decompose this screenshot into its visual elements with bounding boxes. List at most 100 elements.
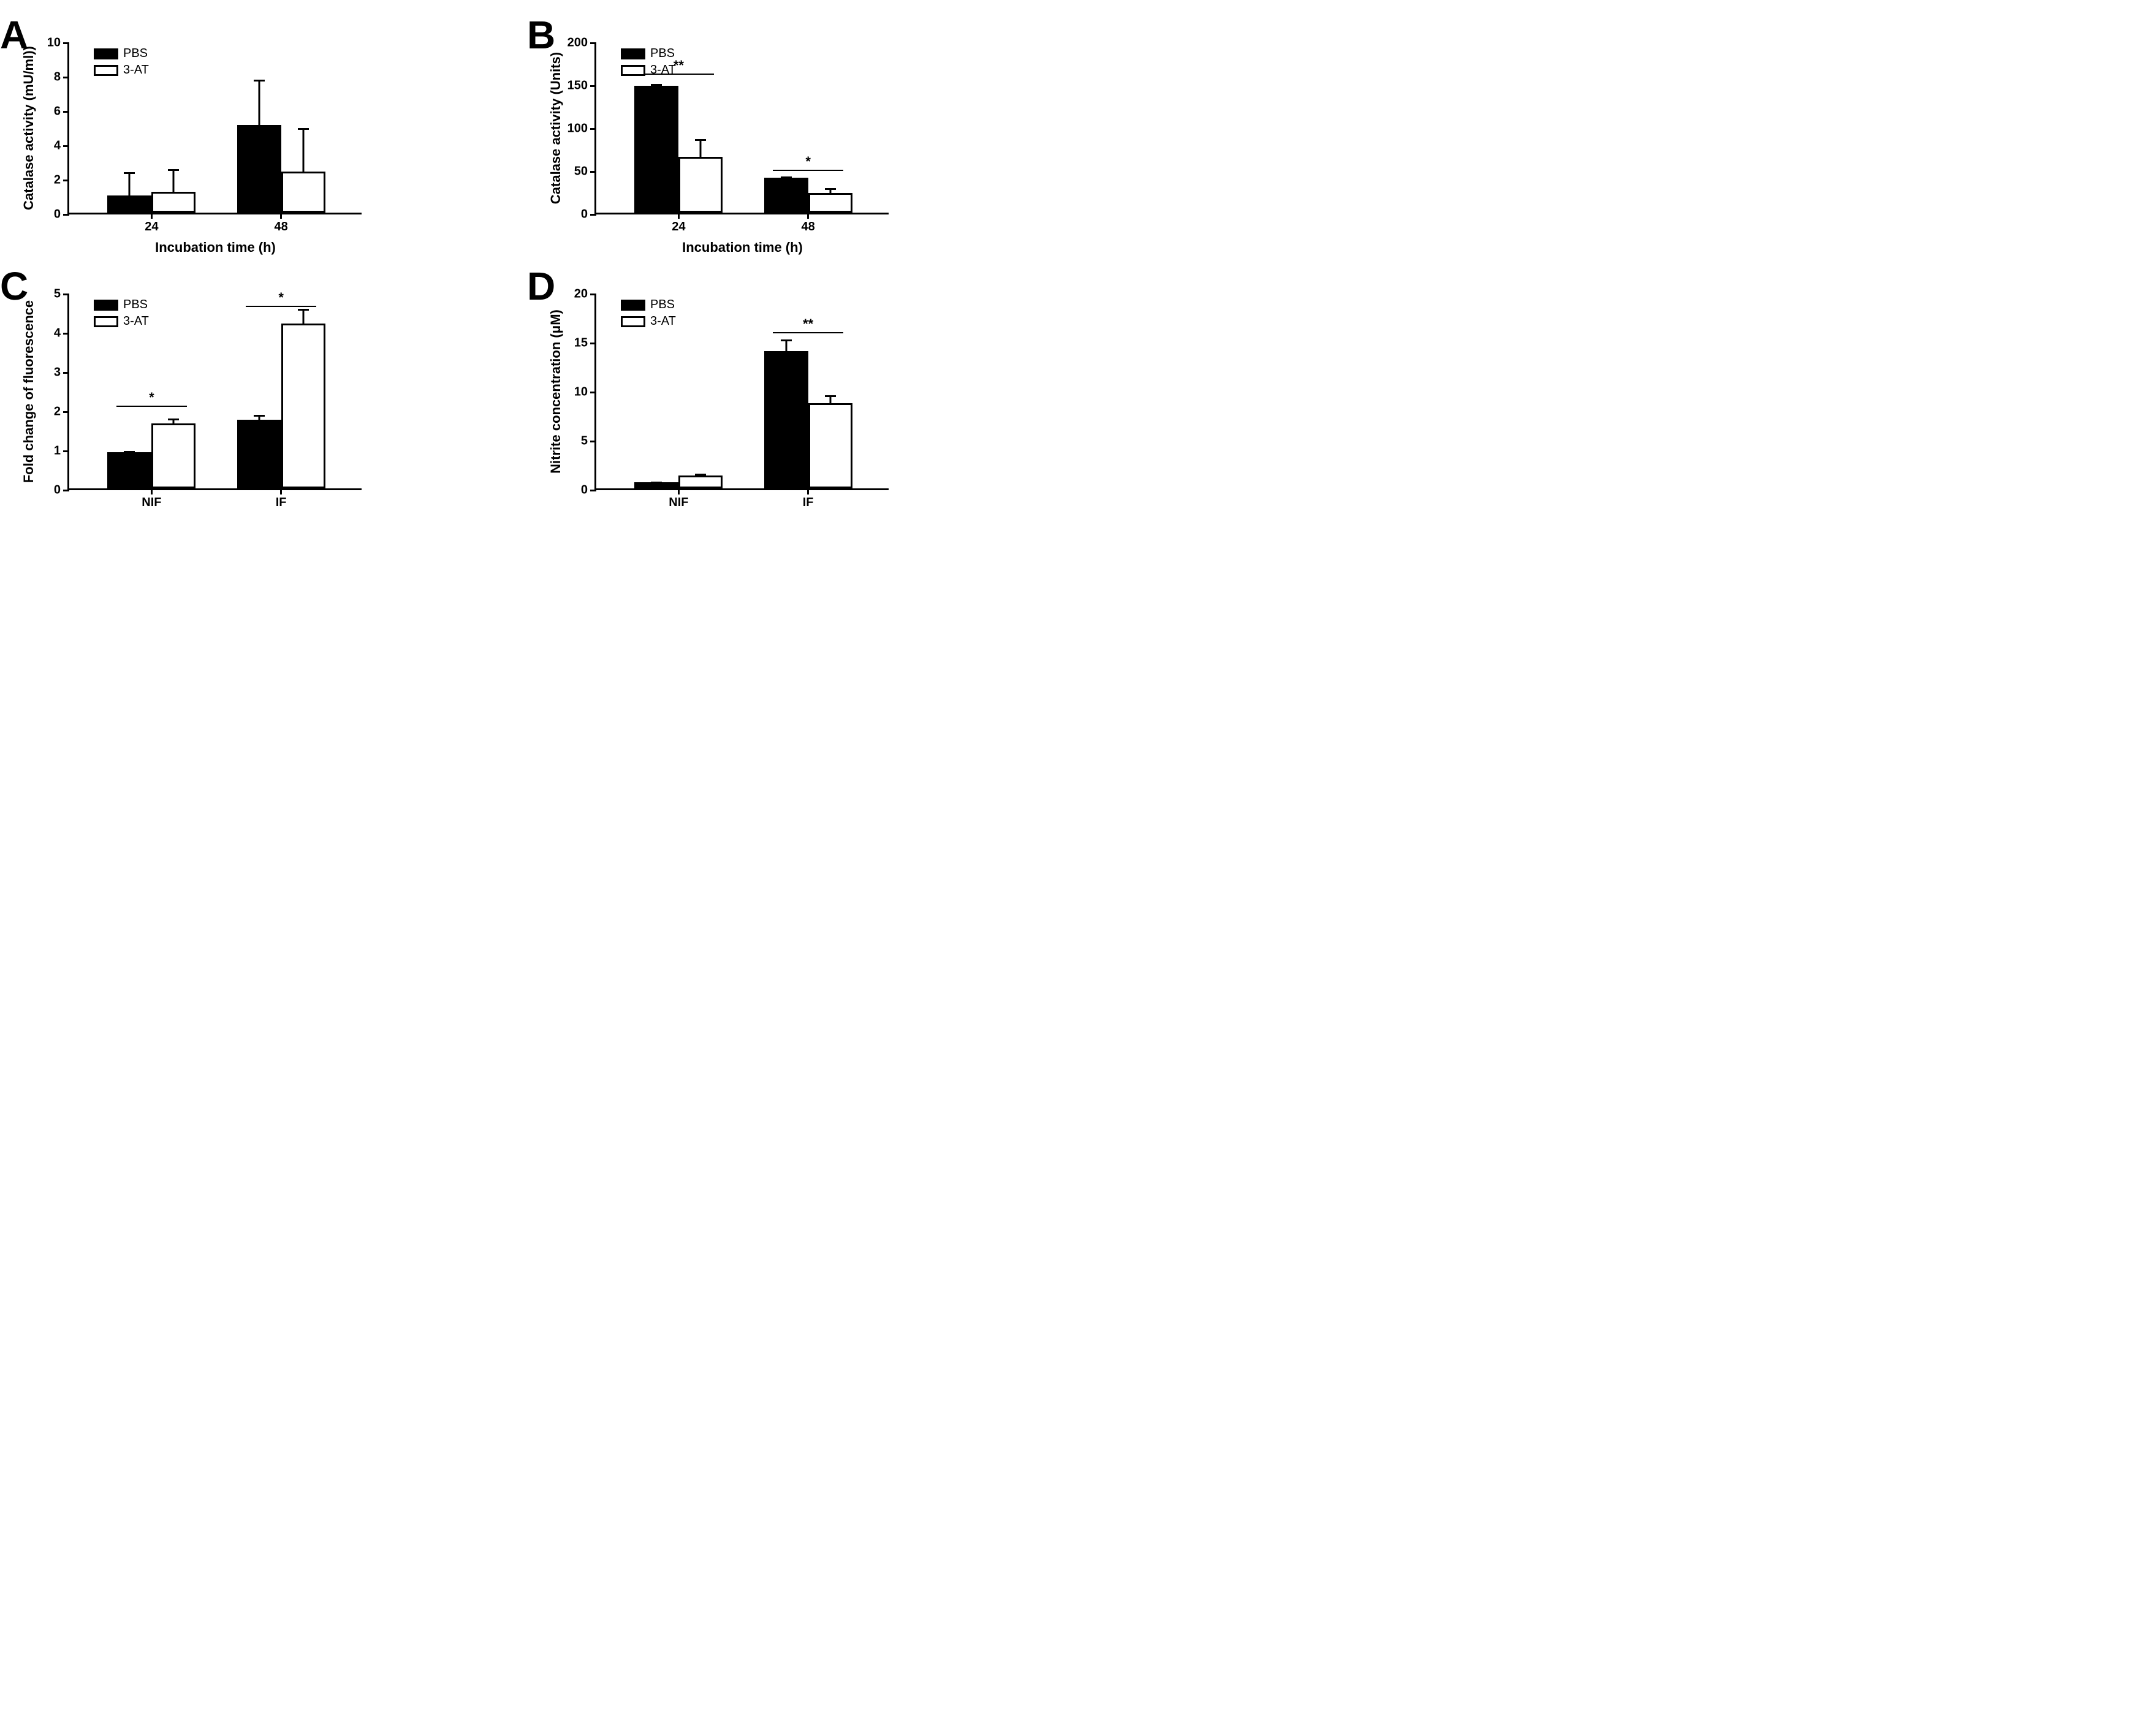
panel-A: A 0246810Catalase activity (mU/ml))Incub… bbox=[25, 25, 478, 214]
error-bar-cap bbox=[298, 128, 309, 130]
significance-marker: ** bbox=[674, 58, 684, 74]
error-bar bbox=[302, 129, 304, 173]
bar bbox=[764, 178, 808, 213]
legend-label: PBS bbox=[123, 47, 148, 61]
x-axis-label: Incubation time (h) bbox=[155, 213, 276, 256]
plot-area: 0246810Catalase activity (mU/ml))Incubat… bbox=[67, 43, 362, 214]
bar bbox=[634, 86, 678, 213]
error-bar-cap bbox=[651, 482, 662, 483]
error-bar-cap bbox=[254, 80, 265, 81]
legend-label: 3-AT bbox=[650, 314, 676, 328]
legend-swatch bbox=[94, 48, 118, 59]
bar bbox=[151, 423, 195, 488]
y-tick-label: 150 bbox=[567, 79, 596, 93]
legend-swatch bbox=[94, 316, 118, 327]
y-tick-label: 0 bbox=[581, 208, 596, 222]
chart-D: 05101520Nitrite concentration (μM)PBS3-A… bbox=[594, 294, 1005, 490]
y-tick-label: 5 bbox=[581, 434, 596, 449]
y-tick-label: 10 bbox=[47, 36, 69, 50]
legend-item: 3-AT bbox=[621, 314, 676, 328]
y-tick-label: 4 bbox=[54, 327, 69, 341]
error-bar bbox=[129, 173, 131, 197]
legend-label: PBS bbox=[123, 298, 148, 312]
panel-B: B 050100150200Catalase activity (Units)I… bbox=[552, 25, 1005, 214]
legend-swatch bbox=[621, 48, 645, 59]
bar bbox=[281, 172, 325, 213]
legend-swatch bbox=[94, 65, 118, 76]
y-tick-label: 0 bbox=[581, 483, 596, 498]
y-axis-label: Catalase activity (Units) bbox=[548, 51, 564, 203]
legend-swatch bbox=[621, 300, 645, 311]
error-bar-cap bbox=[825, 395, 836, 397]
y-tick-label: 0 bbox=[54, 483, 69, 498]
legend: PBS 3-AT bbox=[621, 47, 676, 77]
chart-C: 012345Fold change of fluorescencePBS3-AT… bbox=[67, 294, 478, 490]
significance-marker: * bbox=[149, 390, 154, 406]
y-tick-label: 1 bbox=[54, 444, 69, 458]
legend-swatch bbox=[621, 316, 645, 327]
bar bbox=[237, 420, 281, 488]
x-tick-label: IF bbox=[803, 488, 814, 510]
error-bar-cap bbox=[695, 139, 706, 141]
error-bar-cap bbox=[825, 188, 836, 190]
y-tick-label: 4 bbox=[54, 139, 69, 153]
bar bbox=[678, 475, 723, 488]
significance-bracket bbox=[116, 406, 187, 407]
bar bbox=[107, 452, 151, 488]
error-bar bbox=[173, 170, 175, 194]
error-bar bbox=[700, 140, 702, 159]
error-bar-cap bbox=[254, 415, 265, 417]
y-axis-label: Catalase activity (mU/ml)) bbox=[21, 46, 37, 210]
legend-label: PBS bbox=[650, 47, 675, 61]
y-axis-label: Nitrite concentration (μM) bbox=[548, 309, 564, 474]
y-tick-label: 0 bbox=[54, 208, 69, 222]
bar bbox=[151, 192, 195, 213]
error-bar bbox=[302, 310, 304, 326]
error-bar-cap bbox=[124, 451, 135, 453]
panel-C: C 012345Fold change of fluorescencePBS3-… bbox=[25, 276, 478, 490]
bar bbox=[107, 195, 151, 213]
y-tick-label: 20 bbox=[574, 287, 596, 301]
legend-label: PBS bbox=[650, 298, 675, 312]
bar bbox=[281, 324, 325, 488]
panel-label: B bbox=[527, 12, 555, 58]
error-bar-cap bbox=[168, 419, 179, 420]
bar bbox=[808, 403, 852, 488]
y-tick-label: 200 bbox=[567, 36, 596, 50]
y-tick-label: 6 bbox=[54, 105, 69, 119]
legend: PBS3-AT bbox=[94, 47, 149, 77]
error-bar bbox=[829, 396, 831, 404]
plot-area: 05101520Nitrite concentration (μM)PBS3-A… bbox=[594, 294, 889, 490]
significance-marker: * bbox=[805, 154, 811, 170]
legend-item: 3-AT bbox=[621, 63, 676, 77]
x-tick-label: IF bbox=[276, 488, 287, 510]
legend-label: 3-AT bbox=[650, 63, 676, 77]
error-bar-cap bbox=[781, 339, 792, 341]
error-bar-cap bbox=[695, 474, 706, 475]
significance-bracket bbox=[643, 74, 714, 75]
legend: PBS 3-AT bbox=[621, 298, 676, 328]
panel-label: D bbox=[527, 263, 555, 309]
bar bbox=[237, 125, 281, 213]
error-bar bbox=[258, 81, 260, 127]
plot-area: 012345Fold change of fluorescencePBS3-AT… bbox=[67, 294, 362, 490]
error-bar bbox=[785, 340, 787, 353]
legend-label: 3-AT bbox=[123, 314, 149, 328]
x-tick-label: NIF bbox=[669, 488, 688, 510]
significance-bracket bbox=[246, 306, 316, 307]
figure-grid: A 0246810Catalase activity (mU/ml))Incub… bbox=[25, 25, 1005, 490]
y-tick-label: 100 bbox=[567, 122, 596, 136]
x-axis-label: Incubation time (h) bbox=[682, 213, 803, 256]
error-bar-cap bbox=[168, 169, 179, 171]
y-axis-label: Fold change of fluorescence bbox=[21, 300, 37, 482]
chart-A: 0246810Catalase activity (mU/ml))Incubat… bbox=[67, 43, 478, 214]
legend-item: 3-AT bbox=[94, 314, 149, 328]
x-tick-label: 24 bbox=[672, 213, 685, 234]
legend-swatch bbox=[621, 65, 645, 76]
y-tick-label: 15 bbox=[574, 336, 596, 350]
error-bar-cap bbox=[298, 309, 309, 311]
error-bar-cap bbox=[124, 172, 135, 174]
chart-B: 050100150200Catalase activity (Units)Inc… bbox=[594, 43, 1005, 214]
y-tick-label: 2 bbox=[54, 173, 69, 188]
legend-item: PBS bbox=[621, 298, 676, 312]
